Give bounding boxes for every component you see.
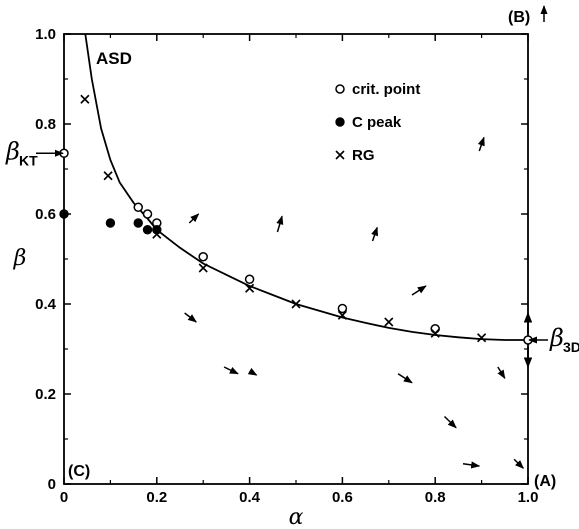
corner-label-c: (C) [68,463,90,480]
flow-arrow [397,373,413,384]
beta-kt-subscript: KT [19,152,38,168]
chart-labels: ASD (B) (C) (A) α β β KT β 3D [5,9,579,529]
flow-arrow [477,136,485,152]
x-axis-label: α [289,505,304,529]
c-peak-marker [142,225,153,235]
rg-marker [337,310,347,320]
rg-marker [152,229,162,239]
axis-ticks: 0 0.2 0.4 0.6 0.8 1.0 0 0.2 0.4 0.6 0.8 1.0 [35,26,538,506]
asd-curve-label: ASD [96,49,132,68]
flow-arrows [36,5,548,469]
corner-label-a: (A) [534,473,556,490]
rg-marker [80,94,90,104]
rg-marker [245,283,255,293]
y-tick-label: 0.2 [35,386,56,403]
flow-arrow [247,367,258,376]
asd-curve-line [84,33,528,341]
x-tick-label: 0.8 [425,489,446,506]
rg-marker [430,328,440,338]
legend-rg-marker [335,150,345,160]
crit-point-marker [337,303,348,314]
rg-marker [198,263,208,273]
legend-crit-point-marker [335,84,345,94]
flow-arrow [276,215,284,233]
legend-c-peak-marker [335,117,345,127]
c-peak-marker [133,218,143,228]
beta-kt-symbol: β [5,137,20,165]
legend-label-crit-point: crit. point [352,81,420,98]
flow-arrow [188,213,200,224]
flow-arrow [411,285,427,296]
flow-arrow [184,312,197,323]
x-tick-label: 0 [60,489,68,506]
y-tick-label: 0 [48,476,56,493]
y-tick-label: 1.0 [35,26,56,43]
x-tick-label: 0.6 [332,489,353,506]
beta-3d-subscript: 3D [563,339,579,355]
c-peak-marker [59,209,69,219]
flow-arrow [462,461,481,469]
y-tick-label: 0.8 [35,116,56,133]
rg-marker [291,299,301,309]
x-tick-label: 0.4 [239,489,261,506]
legend: crit. point C peak RG [335,81,420,164]
beta-3d-symbol: β [549,324,564,352]
data-points [59,94,533,345]
crit-point-marker [142,209,153,219]
legend-label-c-peak: C peak [352,114,402,131]
y-tick-label: 0.6 [35,206,56,223]
legend-label-rg: RG [352,147,375,164]
y-axis-label: β [13,246,27,271]
plot-frame [63,33,529,485]
corner-label-b: (B) [508,9,530,26]
asd-curve-layer [84,33,528,341]
crit-point-marker [244,274,255,284]
y-tick-label: 0.4 [35,296,57,313]
x-tick-label: 0.2 [146,489,167,506]
flow-arrow [223,366,239,375]
flow-arrow [497,366,506,380]
rg-marker [103,171,113,181]
c-peak-marker [152,225,162,235]
crit-point-marker [198,252,208,262]
flow-arrow [443,415,457,429]
rg-marker [384,317,394,327]
rg-marker [477,333,487,343]
x-tick-label: 1.0 [518,489,539,506]
flow-arrow [513,458,525,469]
crit-point-marker [133,202,143,212]
c-peak-marker [105,218,116,228]
plot-border [63,33,529,485]
flow-arrow [371,226,378,242]
